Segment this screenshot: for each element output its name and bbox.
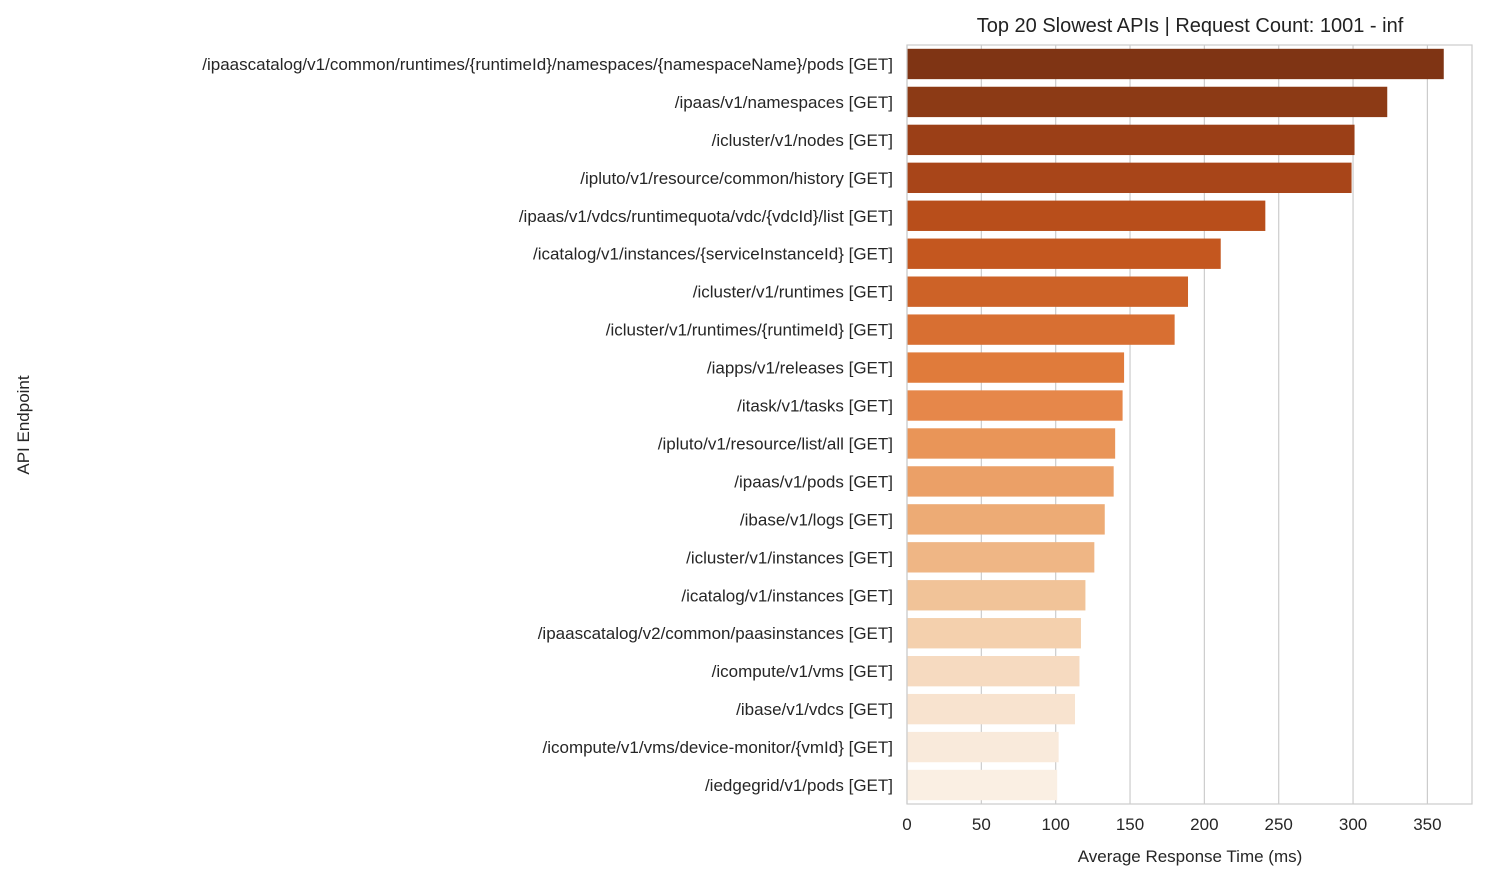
y-tick-label: /ipaascatalog/v1/common/runtimes/{runtim… bbox=[202, 55, 893, 74]
bar bbox=[907, 693, 1076, 725]
y-tick-label: /icatalog/v1/instances/{serviceInstanceI… bbox=[533, 245, 893, 264]
y-tick-label: /ipaas/v1/pods [GET] bbox=[734, 472, 893, 491]
y-tick-label: /icluster/v1/runtimes/{runtimeId} [GET] bbox=[606, 321, 893, 340]
bar bbox=[907, 542, 1095, 573]
y-tick-label: /ipaas/v1/vdcs/runtimequota/vdc/{vdcId}/… bbox=[519, 207, 893, 226]
bar bbox=[907, 618, 1081, 649]
y-tick-label: /itask/v1/tasks [GET] bbox=[737, 397, 893, 416]
bar bbox=[907, 390, 1123, 421]
x-axis-title: Average Response Time (ms) bbox=[1078, 847, 1303, 866]
bar bbox=[907, 731, 1059, 763]
label-layer: /ipaascatalog/v1/common/runtimes/{runtim… bbox=[202, 55, 893, 795]
bar bbox=[907, 314, 1175, 345]
bar bbox=[907, 466, 1114, 497]
bar bbox=[907, 162, 1352, 194]
x-tick-label: 250 bbox=[1265, 815, 1293, 834]
bar bbox=[907, 428, 1116, 459]
y-tick-label: /ipluto/v1/resource/common/history [GET] bbox=[580, 169, 893, 188]
tick-layer: 0 50 100 150 200 250 300 350 bbox=[902, 815, 1441, 834]
y-tick-label: /ipaascatalog/v2/common/paasinstances [G… bbox=[538, 624, 893, 643]
x-tick-label: 200 bbox=[1190, 815, 1218, 834]
bar bbox=[907, 504, 1105, 535]
y-tick-label: /icluster/v1/runtimes [GET] bbox=[693, 283, 893, 302]
y-axis-title: API Endpoint bbox=[14, 375, 33, 475]
grid-layer bbox=[906, 45, 1428, 804]
y-tick-label: /ipaas/v1/namespaces [GET] bbox=[675, 93, 893, 112]
y-tick-label: /icompute/v1/vms/device-monitor/{vmId} [… bbox=[542, 738, 893, 757]
y-tick-label: /iapps/v1/releases [GET] bbox=[707, 359, 893, 378]
bar bbox=[907, 238, 1221, 269]
plot-frame bbox=[906, 44, 1473, 805]
bar bbox=[907, 200, 1266, 231]
x-tick-label: 0 bbox=[902, 815, 911, 834]
x-tick-label: 350 bbox=[1413, 815, 1441, 834]
bar bbox=[907, 124, 1355, 156]
x-tick-label: 50 bbox=[972, 815, 991, 834]
y-tick-label: /ibase/v1/vdcs [GET] bbox=[736, 700, 893, 719]
bar bbox=[907, 86, 1388, 118]
y-tick-label: /icluster/v1/instances [GET] bbox=[686, 548, 893, 567]
bar bbox=[907, 655, 1080, 687]
y-tick-label: /icluster/v1/nodes [GET] bbox=[712, 131, 893, 150]
bar-layer bbox=[907, 48, 1444, 801]
y-tick-label: /icompute/v1/vms [GET] bbox=[712, 662, 893, 681]
y-tick-label: /ibase/v1/logs [GET] bbox=[740, 510, 893, 529]
x-tick-label: 300 bbox=[1339, 815, 1367, 834]
y-tick-label: /iedgegrid/v1/pods [GET] bbox=[705, 776, 893, 795]
bar bbox=[907, 580, 1086, 611]
x-tick-label: 100 bbox=[1041, 815, 1069, 834]
bar bbox=[907, 769, 1058, 801]
bar bbox=[907, 352, 1125, 383]
chart-title: Top 20 Slowest APIs | Request Count: 100… bbox=[977, 15, 1404, 37]
x-tick-label: 150 bbox=[1116, 815, 1144, 834]
bar bbox=[907, 48, 1444, 80]
y-tick-label: /ipluto/v1/resource/list/all [GET] bbox=[658, 434, 893, 453]
y-tick-label: /icatalog/v1/instances [GET] bbox=[681, 586, 893, 605]
bar bbox=[907, 276, 1189, 307]
